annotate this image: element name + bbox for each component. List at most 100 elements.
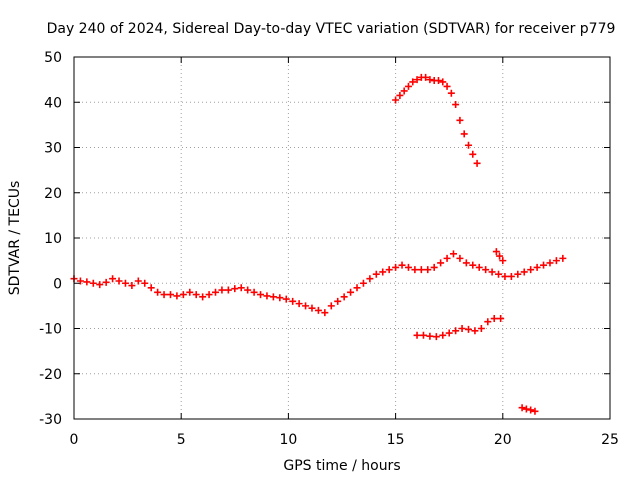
data-point bbox=[439, 331, 447, 339]
series-1 bbox=[392, 73, 481, 167]
data-point bbox=[237, 284, 245, 292]
data-point bbox=[445, 329, 453, 337]
data-point bbox=[462, 259, 470, 267]
data-point bbox=[422, 73, 430, 81]
x-tick-label: 5 bbox=[177, 432, 186, 448]
data-point bbox=[282, 295, 290, 303]
data-point bbox=[379, 268, 387, 276]
data-point bbox=[83, 278, 91, 286]
data-point bbox=[419, 331, 427, 339]
data-point bbox=[469, 150, 477, 158]
data-point bbox=[263, 292, 271, 300]
x-tick-label: 25 bbox=[601, 432, 619, 448]
series-4 bbox=[518, 404, 539, 415]
data-point bbox=[366, 275, 374, 283]
data-point bbox=[295, 300, 303, 308]
data-point bbox=[464, 325, 472, 333]
data-point bbox=[257, 291, 265, 299]
data-point bbox=[492, 248, 500, 256]
data-point bbox=[497, 315, 505, 323]
data-point bbox=[134, 277, 142, 285]
data-point bbox=[413, 331, 421, 339]
data-point bbox=[496, 252, 504, 260]
data-point bbox=[484, 318, 492, 326]
grid bbox=[74, 57, 610, 419]
data-point bbox=[353, 284, 361, 292]
data-point bbox=[430, 263, 438, 271]
data-point bbox=[359, 279, 367, 287]
y-tick-label: -20 bbox=[39, 367, 62, 383]
data-point bbox=[464, 141, 472, 149]
data-point bbox=[404, 82, 412, 90]
data-point bbox=[424, 266, 432, 274]
data-point bbox=[385, 266, 393, 274]
data-point bbox=[527, 406, 535, 414]
data-point bbox=[396, 91, 404, 99]
axis-ticks: 0 5 10 15 20 25 -30 -20 -10 0 10 20 30 40 50 bbox=[39, 50, 619, 448]
data-point bbox=[173, 292, 181, 300]
data-point bbox=[102, 278, 110, 286]
data-point bbox=[109, 275, 117, 283]
data-point bbox=[404, 263, 412, 271]
data-point bbox=[495, 270, 503, 278]
data-point bbox=[426, 76, 434, 84]
y-tick-label: 10 bbox=[44, 231, 62, 247]
data-point bbox=[456, 116, 464, 124]
data-point bbox=[398, 261, 406, 269]
series-3 bbox=[492, 248, 507, 265]
data-point bbox=[437, 259, 445, 267]
data-point bbox=[276, 294, 284, 302]
data-point bbox=[449, 250, 457, 258]
data-point bbox=[186, 288, 194, 296]
series-0 bbox=[70, 250, 567, 317]
data-point bbox=[443, 254, 451, 262]
data-point bbox=[443, 82, 451, 90]
y-tick-label: 30 bbox=[44, 141, 62, 157]
data-point bbox=[490, 315, 498, 323]
data-point bbox=[160, 291, 168, 299]
data-point bbox=[531, 407, 539, 415]
data-point bbox=[559, 254, 567, 262]
data-point bbox=[452, 327, 460, 335]
data-point bbox=[334, 297, 342, 305]
data-point bbox=[244, 286, 252, 294]
data-point bbox=[552, 257, 560, 265]
data-point bbox=[141, 279, 149, 287]
data-point bbox=[76, 277, 84, 285]
data-point bbox=[507, 272, 515, 280]
data-point bbox=[147, 284, 155, 292]
x-tick-label: 15 bbox=[387, 432, 405, 448]
data-point bbox=[308, 304, 316, 312]
data-point bbox=[533, 263, 541, 271]
data-point bbox=[192, 291, 200, 299]
data-point bbox=[302, 302, 310, 310]
data-point bbox=[439, 78, 447, 86]
data-point bbox=[434, 77, 442, 85]
data-point bbox=[321, 309, 329, 317]
data-point bbox=[413, 76, 421, 84]
data-point bbox=[518, 404, 526, 412]
data-points bbox=[70, 73, 567, 415]
data-point bbox=[527, 266, 535, 274]
data-point bbox=[89, 279, 97, 287]
data-point bbox=[205, 291, 213, 299]
y-axis-label: SDTVAR / TECUs bbox=[7, 181, 23, 296]
data-point bbox=[392, 96, 400, 104]
data-point bbox=[501, 272, 509, 280]
data-point bbox=[179, 291, 187, 299]
data-point bbox=[224, 286, 232, 294]
data-point bbox=[473, 159, 481, 167]
data-point bbox=[514, 270, 522, 278]
data-point bbox=[482, 266, 490, 274]
data-point bbox=[522, 405, 530, 413]
data-point bbox=[540, 261, 548, 269]
y-tick-label: -10 bbox=[39, 322, 62, 338]
data-point bbox=[212, 288, 220, 296]
data-point bbox=[488, 268, 496, 276]
y-tick-label: 50 bbox=[44, 50, 62, 66]
data-point bbox=[432, 333, 440, 341]
data-point bbox=[477, 325, 485, 332]
data-point bbox=[231, 285, 239, 293]
data-point bbox=[458, 325, 466, 332]
